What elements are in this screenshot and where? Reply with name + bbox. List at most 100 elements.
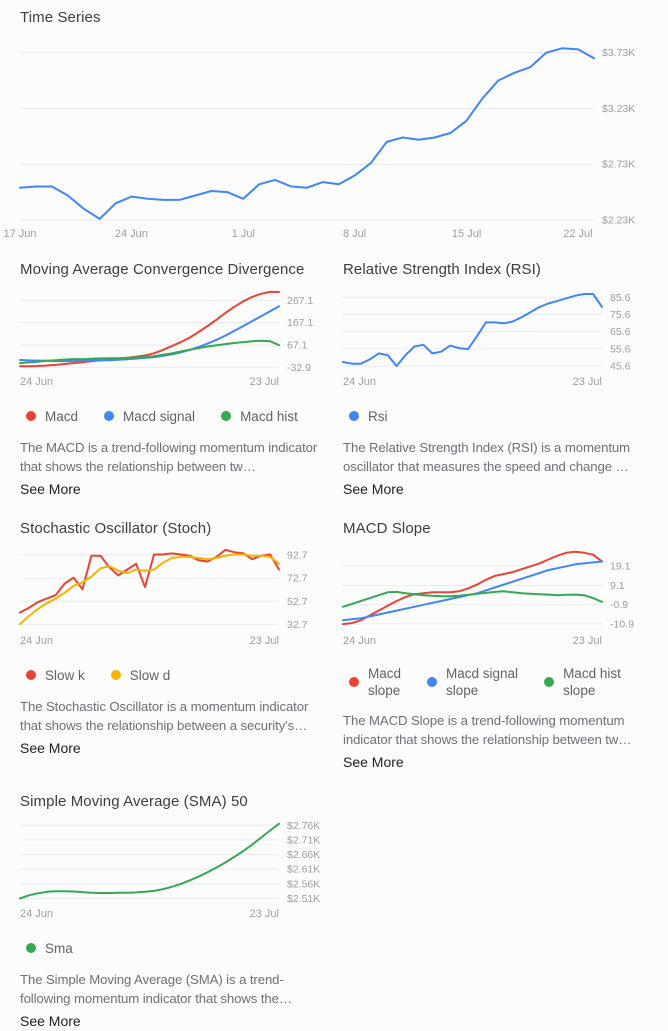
x-axis-tick-label: 15 Jul — [452, 228, 481, 240]
legend-item-macd-slope[interactable]: Macd slope — [349, 665, 401, 699]
legend-dot-icon — [221, 411, 232, 421]
legend-dot-icon — [349, 411, 359, 421]
legend-dot-icon — [26, 670, 36, 680]
macd-see-more-link[interactable]: See More — [20, 481, 81, 497]
sma-chart[interactable]: $2.76K $2.71K $2.66K $2.61K $2.56K $2.51K 24 J… — [19, 820, 325, 922]
y-axis-tick-label: 75.6 — [610, 309, 631, 321]
stoch-legend: Slow k Slow d — [20, 665, 325, 685]
legend-item-slow-d[interactable]: Slow d — [110, 667, 170, 684]
stoch-chart[interactable]: 92.7 72.7 52.7 32.7 24 Jun 23 Jul — [19, 547, 325, 649]
sma-see-more-link[interactable]: See More — [20, 1013, 81, 1029]
macd-slope-legend: Macd slope Macd signal slope Macd hist slope — [343, 665, 648, 699]
legend-dot-icon — [349, 677, 359, 687]
y-axis-tick-label: $2.76K — [287, 820, 320, 832]
time-series-title: Time Series — [20, 9, 101, 26]
y-axis-tick-label: 19.1 — [610, 561, 631, 573]
legend-item-macd-hist[interactable]: Macd hist — [221, 408, 298, 425]
rsi-legend: Rsi — [343, 406, 648, 426]
y-axis-tick-label: $2.61K — [287, 864, 320, 876]
legend-label: Macd hist slope — [563, 666, 621, 698]
y-axis-tick-label: $2.66K — [287, 849, 320, 861]
y-axis-tick-label: 32.7 — [287, 619, 308, 631]
macd-slope-see-more-link[interactable]: See More — [343, 754, 404, 770]
y-axis-tick-label: 92.7 — [287, 549, 308, 561]
rsi-description: The Relative Strength Index (RSI) is a m… — [343, 440, 631, 474]
macd-description: The MACD is a trend-following momentum i… — [20, 440, 318, 474]
legend-item-macd[interactable]: Macd — [26, 408, 78, 425]
x-axis-tick-label: 24 Jun — [343, 376, 376, 388]
series-line-macd-slope — [342, 550, 603, 626]
series-line-macd-hist — [19, 339, 280, 365]
x-axis-tick-label: 22 Jul — [563, 228, 592, 240]
macd-slope-title: MACD Slope — [343, 520, 431, 537]
y-axis-tick-label: $2.71K — [287, 834, 320, 846]
macd-slope-section: MACD Slope 19.1 9.1 -0.9 -10.9 24 Jun 23 Jul … — [342, 519, 648, 772]
legend-dot-icon — [26, 943, 36, 953]
indicator-grid: Moving Average Convergence Divergence 26… — [19, 260, 648, 1031]
macd-slope-chart[interactable]: 19.1 9.1 -0.9 -10.9 24 Jun 23 Jul — [342, 547, 648, 649]
rsi-chart[interactable]: 85.6 75.6 65.6 55.6 45.6 24 Jun 23 Jul — [342, 288, 648, 390]
y-axis-tick-label: $2.23K — [602, 215, 635, 227]
legend-item-rsi[interactable]: Rsi — [349, 408, 388, 425]
series-line-price — [19, 47, 595, 220]
line-chart-svg: 85.6 75.6 65.6 55.6 45.6 24 Jun 23 Jul — [342, 292, 631, 388]
x-axis-tick-label: 8 Jul — [343, 228, 366, 240]
y-axis-tick-label: $2.51K — [287, 893, 320, 905]
empty-cell — [343, 792, 648, 1031]
legend-dot-icon — [104, 411, 115, 421]
stoch-description: The Stochastic Oscillator is a momentum … — [20, 699, 309, 733]
legend-item-sma[interactable]: Sma — [26, 940, 73, 957]
line-chart-svg: $2.76K $2.71K $2.66K $2.61K $2.56K $2.51K 24 J… — [19, 820, 320, 920]
x-axis-tick-label: 24 Jun — [115, 228, 148, 240]
x-axis-tick-label: 23 Jul — [250, 908, 279, 920]
x-axis-tick-label: 1 Jul — [232, 228, 255, 240]
legend-dot-icon — [26, 411, 36, 421]
legend-label: Macd hist — [240, 408, 298, 424]
y-axis-tick-label: -0.9 — [610, 599, 628, 611]
sma-section: Simple Moving Average (SMA) 50 $2.76K $2.… — [19, 792, 325, 1031]
y-axis-tick-label: 72.7 — [287, 573, 308, 585]
time-series-chart[interactable]: $3.73K $3.23K $2.73K $2.23K 17 Jun 24 Jun 1 Ju… — [3, 36, 648, 242]
legend-label: Sma — [45, 940, 73, 956]
y-axis-tick-label: 9.1 — [610, 580, 625, 592]
y-axis-tick-label: 65.6 — [610, 326, 631, 338]
stoch-see-more-link[interactable]: See More — [20, 740, 81, 756]
rsi-title: Relative Strength Index (RSI) — [343, 261, 541, 278]
legend-dot-icon — [544, 677, 555, 687]
series-line-macd-signal — [19, 305, 280, 363]
x-axis-tick-label: 24 Jun — [20, 376, 53, 388]
line-chart-svg: 267.1 167.1 67.1 -32.9 24 Jun 23 Jul — [19, 290, 313, 388]
legend-item-slow-k[interactable]: Slow k — [26, 667, 85, 684]
x-axis-tick-label: 23 Jul — [573, 376, 602, 388]
legend-item-macd-signal-slope[interactable]: Macd signal slope — [427, 665, 518, 699]
x-axis-tick-label: 17 Jun — [3, 228, 36, 240]
series-line-slow-d — [19, 553, 280, 626]
x-axis-tick-label: 23 Jul — [250, 376, 279, 388]
y-axis-tick-label: 67.1 — [287, 340, 308, 352]
series-line-rsi — [342, 293, 603, 368]
y-axis-tick-label: 167.1 — [287, 317, 313, 329]
macd-section: Moving Average Convergence Divergence 26… — [19, 260, 325, 499]
rsi-section: Relative Strength Index (RSI) 85.6 75.6 65… — [342, 260, 648, 499]
legend-item-macd-hist-slope[interactable]: Macd hist slope — [544, 665, 621, 699]
series-line-slow-k — [19, 548, 280, 614]
macd-chart[interactable]: 267.1 167.1 67.1 -32.9 24 Jun 23 Jul — [19, 288, 325, 390]
line-chart-svg: 19.1 9.1 -0.9 -10.9 24 Jun 23 Jul — [342, 550, 634, 647]
y-axis-tick-label: $3.73K — [602, 47, 635, 59]
macd-slope-description: The MACD Slope is a trend-following mome… — [343, 713, 632, 747]
y-axis-tick-label: 85.6 — [610, 292, 631, 304]
stoch-title: Stochastic Oscillator (Stoch) — [20, 520, 212, 537]
y-axis-tick-label: 52.7 — [287, 596, 308, 608]
line-chart-svg: 92.7 72.7 52.7 32.7 24 Jun 23 Jul — [19, 548, 308, 647]
rsi-see-more-link[interactable]: See More — [343, 481, 404, 497]
series-line-sma — [19, 822, 280, 900]
x-axis-tick-label: 23 Jul — [573, 635, 602, 647]
macd-legend: Macd Macd signal Macd hist — [20, 406, 325, 426]
legend-label: Macd — [45, 408, 79, 424]
legend-label: Slow k — [45, 667, 85, 683]
legend-dot-icon — [427, 677, 438, 687]
legend-item-macd-signal[interactable]: Macd signal — [104, 408, 195, 425]
x-axis-tick-label: 24 Jun — [343, 635, 376, 647]
y-axis-tick-label: 55.6 — [610, 343, 631, 355]
time-series-section: Time Series $3.73K $3.23K $2.73K $2.23K 17 J… — [3, 8, 648, 242]
